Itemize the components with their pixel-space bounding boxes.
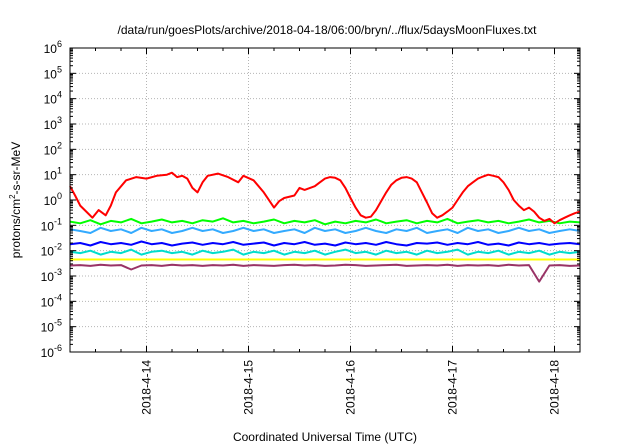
- y-tick-label: 101: [44, 166, 62, 183]
- y-tick-base: 10: [41, 321, 55, 335]
- y-tick-label: 104: [44, 90, 62, 107]
- y-tick-base: 10: [41, 295, 55, 309]
- y-tick-label: 102: [44, 140, 62, 157]
- series-line: [69, 217, 581, 226]
- y-tick-exponent: -4: [54, 292, 62, 302]
- y-tick-exponent: -2: [54, 242, 62, 252]
- y-tick-base: 10: [44, 194, 58, 208]
- y-tick-exponent: 2: [57, 140, 62, 150]
- y-tick-base: 10: [44, 42, 58, 56]
- y-tick-exponent: -1: [54, 216, 62, 226]
- y-tick-exponent: 1: [57, 166, 62, 176]
- axis-ticks: [70, 47, 580, 353]
- y-tick-base: 10: [41, 245, 55, 259]
- series-line: [69, 240, 581, 247]
- y-tick-base: 10: [44, 93, 58, 107]
- y-tick-exponent: -3: [54, 267, 62, 277]
- y-tick-label: 10-1: [41, 216, 62, 233]
- y-tick-base: 10: [44, 67, 58, 81]
- x-tick-label: 2018-4-15: [242, 360, 256, 415]
- y-tick-exponent: -6: [54, 343, 62, 353]
- y-tick-exponent: 4: [57, 90, 62, 100]
- y-tick-label: 10-2: [41, 242, 62, 259]
- y-tick-label: 105: [44, 64, 62, 81]
- y-tick-label: 10-4: [41, 292, 62, 309]
- x-tick-label: 2018-4-18: [548, 360, 562, 415]
- y-tick-labels: 10-610-510-410-310-210-11001011021031041…: [41, 39, 62, 360]
- x-axis-label: Coordinated Universal Time (UTC): [233, 430, 417, 444]
- y-tick-label: 106: [44, 39, 62, 56]
- series-line: [69, 263, 581, 283]
- y-tick-base: 10: [44, 143, 58, 157]
- y-tick-exponent: -5: [54, 318, 62, 328]
- x-tick-label: 2018-4-17: [446, 360, 460, 415]
- series-line: [69, 171, 581, 225]
- series-layer: [69, 171, 581, 283]
- y-tick-exponent: 3: [57, 115, 62, 125]
- chart-title: /data/run/goesPlots/archive/2018-04-18/0…: [118, 23, 538, 37]
- y-label-base: protons/cm: [9, 199, 23, 258]
- y-tick-base: 10: [44, 169, 58, 183]
- y-tick-label: 100: [44, 191, 62, 208]
- grid: [70, 48, 580, 352]
- y-label-sup: 2: [8, 194, 17, 199]
- y-tick-label: 10-6: [41, 343, 62, 360]
- y-tick-exponent: 0: [57, 191, 62, 201]
- y-tick-base: 10: [41, 219, 55, 233]
- y-tick-exponent: 6: [57, 39, 62, 49]
- y-tick-label: 10-5: [41, 318, 62, 335]
- y-tick-label: 10-3: [41, 267, 62, 284]
- series-line: [69, 226, 581, 234]
- y-tick-base: 10: [44, 118, 58, 132]
- series-line: [69, 248, 581, 256]
- y-axis-label: protons/cm2-s-sr-MeV: [8, 142, 23, 258]
- y-tick-base: 10: [41, 270, 55, 284]
- x-tick-label: 2018-4-14: [140, 360, 154, 415]
- y-label-rest: -s-sr-MeV: [9, 142, 23, 195]
- y-tick-base: 10: [41, 346, 55, 360]
- x-tick-labels: 2018-4-14 2018-4-15 2018-4-16 2018-4-17 2018…: [140, 360, 562, 415]
- y-tick-label: 103: [44, 115, 62, 132]
- y-tick-exponent: 5: [57, 64, 62, 74]
- x-tick-label: 2018-4-16: [344, 360, 358, 415]
